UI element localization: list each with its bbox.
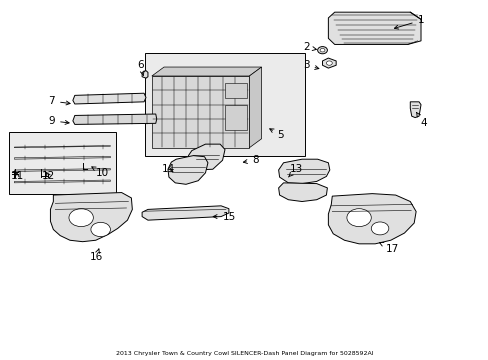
Polygon shape — [14, 168, 110, 171]
Text: 2013 Chrysler Town & Country Cowl SILENCER-Dash Panel Diagram for 5028592AI: 2013 Chrysler Town & Country Cowl SILENC… — [116, 351, 372, 356]
Text: 2: 2 — [303, 42, 316, 52]
Bar — [224, 83, 246, 98]
Polygon shape — [322, 58, 335, 68]
Circle shape — [91, 222, 110, 237]
Text: 8: 8 — [243, 155, 258, 165]
Text: 11: 11 — [10, 171, 23, 181]
Polygon shape — [73, 114, 157, 125]
Text: 3: 3 — [303, 60, 318, 70]
Circle shape — [320, 48, 325, 52]
Bar — [9, 132, 116, 194]
Circle shape — [317, 46, 327, 54]
Bar — [152, 76, 249, 148]
Text: 10: 10 — [92, 167, 109, 178]
Circle shape — [326, 61, 331, 65]
Bar — [144, 53, 305, 156]
Polygon shape — [14, 145, 110, 148]
Polygon shape — [278, 183, 327, 202]
Polygon shape — [249, 67, 261, 148]
Polygon shape — [409, 102, 420, 118]
Text: 7: 7 — [48, 96, 70, 106]
Polygon shape — [14, 180, 110, 183]
Polygon shape — [328, 194, 415, 244]
Text: 17: 17 — [379, 243, 398, 254]
Polygon shape — [188, 144, 224, 170]
Polygon shape — [73, 93, 146, 104]
Polygon shape — [328, 12, 420, 44]
Polygon shape — [142, 71, 148, 78]
Polygon shape — [50, 193, 132, 242]
Text: 16: 16 — [89, 249, 102, 262]
Polygon shape — [278, 159, 329, 184]
Text: 6: 6 — [137, 60, 144, 76]
Polygon shape — [14, 156, 110, 159]
Text: 15: 15 — [213, 212, 235, 221]
Text: 9: 9 — [48, 116, 69, 126]
Bar — [224, 105, 246, 130]
Polygon shape — [142, 206, 228, 220]
Polygon shape — [152, 67, 261, 76]
Circle shape — [69, 209, 93, 226]
Text: 5: 5 — [269, 129, 284, 140]
Text: 13: 13 — [288, 164, 302, 177]
Text: 12: 12 — [42, 171, 55, 181]
Text: 1: 1 — [394, 15, 424, 29]
Text: 14: 14 — [161, 164, 175, 174]
Text: 4: 4 — [416, 112, 426, 128]
Circle shape — [346, 209, 370, 226]
Polygon shape — [167, 156, 207, 184]
Circle shape — [370, 222, 388, 235]
